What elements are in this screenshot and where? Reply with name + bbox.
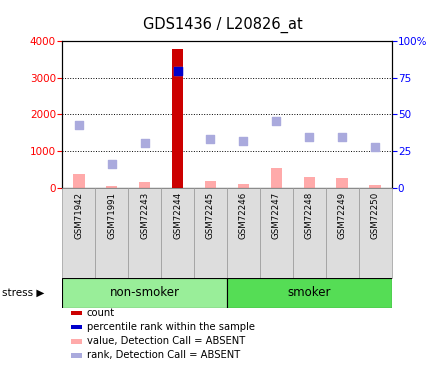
Point — [174, 68, 181, 74]
Point — [174, 68, 181, 74]
Text: percentile rank within the sample: percentile rank within the sample — [87, 322, 255, 332]
Text: GSM71942: GSM71942 — [74, 192, 83, 239]
Point — [339, 134, 346, 140]
Text: value, Detection Call = ABSENT: value, Detection Call = ABSENT — [87, 336, 245, 346]
Text: count: count — [87, 308, 115, 318]
Text: rank, Detection Call = ABSENT: rank, Detection Call = ABSENT — [87, 350, 240, 360]
Bar — [336, 178, 348, 188]
Bar — [227, 278, 392, 308]
Text: GSM72244: GSM72244 — [173, 192, 182, 239]
Bar — [161, 188, 194, 278]
Bar — [194, 188, 227, 278]
Bar — [73, 174, 85, 188]
Point — [108, 161, 115, 167]
Bar — [359, 188, 392, 278]
Point — [240, 138, 247, 144]
Text: GSM72248: GSM72248 — [305, 192, 314, 239]
Text: GSM72250: GSM72250 — [371, 192, 380, 239]
Point — [372, 144, 379, 150]
Text: non-smoker: non-smoker — [109, 286, 180, 299]
Text: GSM72247: GSM72247 — [272, 192, 281, 239]
Text: stress ▶: stress ▶ — [2, 288, 44, 297]
Bar — [303, 177, 315, 188]
Text: GDS1436 / L20826_at: GDS1436 / L20826_at — [143, 17, 302, 33]
Bar — [62, 188, 95, 278]
Text: GSM72246: GSM72246 — [239, 192, 248, 239]
Point — [207, 135, 214, 141]
Point — [141, 140, 148, 146]
Bar — [260, 188, 293, 278]
Bar — [95, 188, 128, 278]
Text: smoker: smoker — [287, 286, 331, 299]
Text: GSM72249: GSM72249 — [338, 192, 347, 239]
Bar — [106, 186, 117, 188]
Text: GSM72243: GSM72243 — [140, 192, 149, 239]
Bar — [205, 181, 216, 188]
Point — [306, 134, 313, 140]
Bar — [128, 188, 161, 278]
Bar — [227, 188, 260, 278]
Bar — [238, 184, 249, 188]
Bar — [326, 188, 359, 278]
Bar — [172, 49, 183, 188]
Point — [273, 118, 280, 124]
Bar — [62, 278, 227, 308]
Bar — [293, 188, 326, 278]
Bar — [271, 168, 282, 188]
Point — [75, 122, 82, 128]
Bar — [139, 182, 150, 188]
Text: GSM72245: GSM72245 — [206, 192, 215, 239]
Text: GSM71991: GSM71991 — [107, 192, 116, 239]
Bar — [369, 186, 381, 188]
